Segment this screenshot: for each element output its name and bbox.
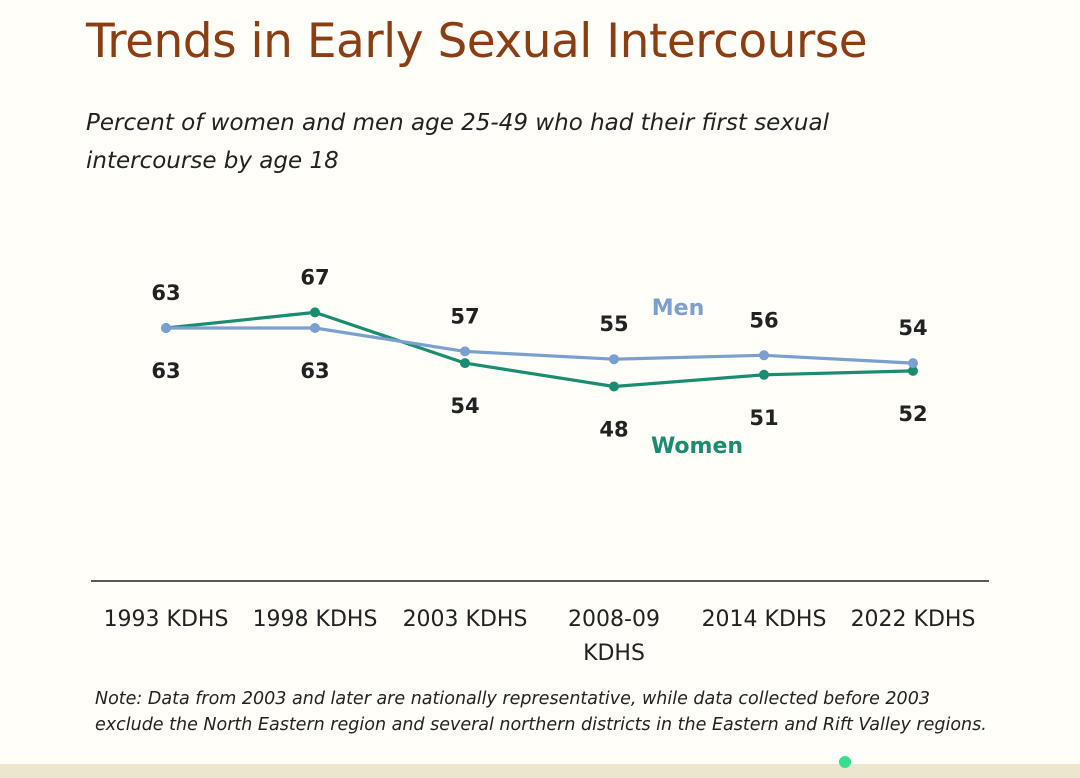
x-tick-label-3-1: KDHS [583, 641, 645, 666]
series-line-men [166, 326, 914, 365]
series-line-women [165, 310, 914, 389]
data-label-women-4: 51 [749, 406, 778, 430]
x-tick-label-3-0: 2008-09 [568, 607, 660, 632]
point-men-5 [908, 358, 918, 369]
point-men-0 [161, 323, 171, 333]
data-label-men-5: 54 [898, 316, 927, 340]
x-tick-label-5: 2022 KDHS [851, 607, 976, 632]
chart-subtitle: Percent of women and men age 25-49 who h… [86, 110, 829, 174]
data-label-men-1: 63 [300, 359, 329, 383]
point-women-2 [460, 358, 470, 369]
data-label-men-0: 63 [151, 281, 180, 305]
footer-dot [839, 756, 851, 768]
x-tick-label-0: 1993 KDHS [104, 607, 229, 632]
point-men-1 [310, 323, 320, 333]
point-women-1 [310, 307, 320, 318]
x-tick-label-1: 1998 KDHS [253, 607, 378, 632]
data-label-women-5: 52 [898, 402, 927, 426]
chart-note: Note: Data from 2003 and later are natio… [95, 689, 987, 735]
point-men-4 [759, 350, 769, 361]
series-label-men: Men [652, 296, 704, 321]
footer-band [0, 764, 1080, 778]
x-tick-label-2: 2003 KDHS [403, 607, 528, 632]
point-women-3 [609, 381, 619, 392]
data-label-women-3: 48 [599, 418, 628, 442]
data-label-men-4: 56 [749, 308, 778, 332]
series-label-women: Women [651, 434, 743, 459]
data-label-women-1: 67 [300, 265, 329, 289]
point-men-3 [609, 354, 619, 365]
data-label-men-2: 57 [450, 304, 479, 328]
data-label-women-0: 63 [151, 359, 180, 383]
point-women-4 [759, 369, 769, 380]
point-men-2 [460, 346, 470, 357]
data-label-women-2: 54 [450, 394, 479, 418]
point-women-5 [908, 365, 918, 376]
x-tick-label-4: 2014 KDHS [702, 607, 827, 632]
chart-title: Trends in Early Sexual Intercourse [86, 14, 868, 69]
data-label-men-3: 55 [599, 312, 628, 336]
